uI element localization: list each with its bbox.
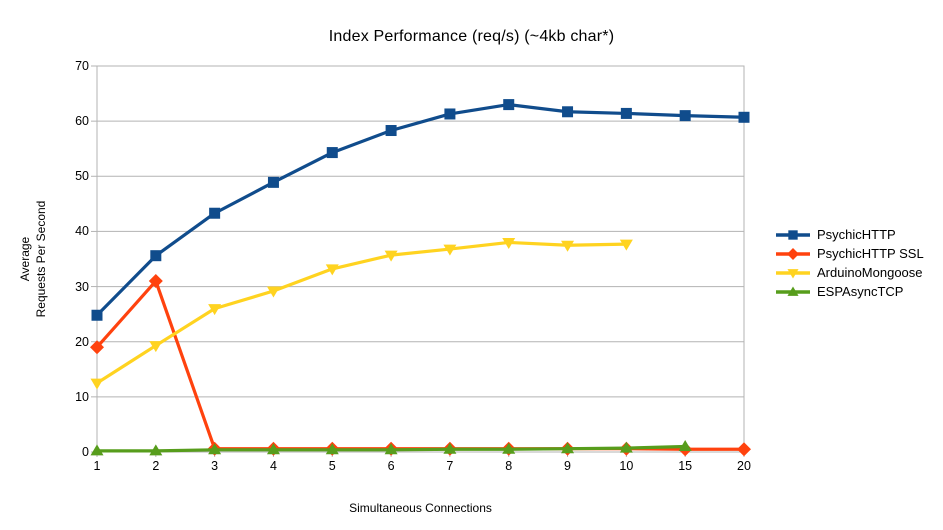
x-tick-label: 6: [387, 459, 395, 473]
triangle-up-marker: [678, 439, 692, 451]
square-marker: [209, 207, 221, 219]
series-line-arduinomongoose: [95, 240, 628, 385]
x-tick-label: 20: [737, 459, 751, 473]
x-tick-label: 4: [269, 459, 277, 473]
x-tick-label: 9: [564, 459, 571, 473]
legend-label: ESPAsyncTCP: [817, 284, 904, 299]
series-markers-psychichttp: [91, 99, 750, 321]
x-axis-title: Simultaneous Connections: [349, 501, 492, 515]
series-line-psychichttp-ssl: [95, 279, 746, 451]
x-tick-label: 2: [152, 459, 160, 473]
series-line-psychichttp: [95, 102, 746, 317]
square-marker: [444, 108, 456, 120]
x-tick-label: 5: [328, 459, 336, 473]
y-tick-label: 0: [82, 445, 89, 459]
series-markers-psychichttp-ssl: [90, 274, 751, 457]
legend-label: ArduinoMongoose: [817, 265, 923, 280]
x-tick-label: 10: [619, 459, 634, 473]
square-marker: [267, 176, 279, 188]
square-marker: [788, 229, 798, 240]
legend-item-arduinomongoose: ArduinoMongoose: [775, 263, 924, 282]
triangle-down-marker: [502, 237, 516, 249]
legend-marker-psychichttp: [776, 229, 810, 240]
triangle-up-marker: [787, 285, 799, 296]
triangle-down-marker: [266, 286, 280, 298]
square-marker: [91, 309, 103, 321]
triangle-up-marker: [266, 443, 280, 455]
legend-marker-espasynctcp: [776, 285, 810, 296]
triangle-down-marker: [384, 250, 398, 262]
diamond-marker: [148, 274, 163, 289]
x-tick-label: 7: [446, 459, 454, 473]
triangle-up-marker: [149, 444, 163, 456]
x-tick-label: 15: [678, 459, 693, 473]
triangle-down-marker: [787, 268, 799, 279]
triangle-up-marker: [384, 443, 398, 455]
chart-title: Index Performance (req/s) (~4kb char*): [328, 28, 615, 45]
legend: PsychicHTTP PsychicHTTP SSL ArduinoMongoos…: [775, 225, 924, 301]
legend-item-espasynctcp: ESPAsyncTCP: [775, 282, 924, 301]
triangle-up-marker: [502, 442, 516, 454]
diamond-marker: [787, 247, 799, 260]
diamond-marker: [90, 340, 104, 355]
square-marker: [150, 250, 162, 262]
triangle-down-marker: [90, 378, 104, 390]
plot-border: [96, 65, 745, 453]
triangle-up-marker: [619, 441, 633, 453]
triangle-down-marker: [619, 239, 633, 251]
square-marker: [503, 99, 515, 111]
series-markers-espasynctcp: [90, 439, 692, 456]
triangle-up-marker: [325, 443, 339, 455]
triangle-up-marker: [443, 442, 457, 454]
triangle-down-marker: [208, 304, 222, 316]
y-tick-label: 10: [75, 389, 89, 404]
diamond-marker: [737, 442, 751, 457]
triangle-down-marker: [149, 341, 163, 353]
triangle-down-marker: [561, 240, 575, 252]
y-tick-label: 70: [75, 59, 89, 73]
y-tick-label: 40: [75, 224, 89, 239]
triangle-up-marker: [561, 442, 575, 454]
legend-marker-arduinomongoose: [776, 268, 810, 279]
legend-label: PsychicHTTP SSL: [817, 246, 924, 261]
square-marker: [562, 106, 574, 118]
square-marker: [679, 110, 691, 122]
legend-marker-psychichttp-ssl: [776, 247, 810, 260]
legend-item-psychichttp-ssl: PsychicHTTP SSL: [775, 244, 924, 263]
x-tick-label: 1: [93, 459, 101, 473]
y-tick-label: 50: [75, 169, 89, 184]
triangle-up-marker: [90, 444, 104, 456]
legend-label: PsychicHTTP: [817, 227, 896, 242]
x-tick-label: 3: [211, 459, 219, 473]
y-tick-label: 60: [75, 114, 89, 129]
square-marker: [385, 125, 397, 137]
legend-item-psychichttp: PsychicHTTP: [775, 225, 924, 244]
square-marker: [620, 107, 632, 119]
x-tick-label: 8: [505, 459, 513, 473]
triangle-down-marker: [443, 244, 457, 256]
triangle-down-marker: [325, 264, 339, 276]
y-tick-label: 30: [75, 279, 89, 294]
square-marker: [326, 147, 338, 159]
y-tick-label: 20: [75, 334, 89, 349]
square-marker: [738, 111, 750, 123]
triangle-up-marker: [208, 443, 222, 455]
series-markers-arduinomongoose: [90, 237, 633, 390]
